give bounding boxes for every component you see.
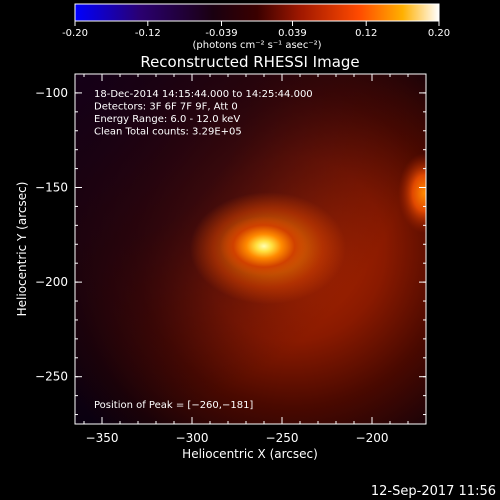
colorbar-tick-label: -0.039 xyxy=(205,28,237,39)
colorbar: -0.20 -0.12 -0.039 0.039 0.12 0.20 (photons c… xyxy=(62,3,450,51)
x-axis-title: Heliocentric X (arcsec) xyxy=(182,447,318,461)
info-line: Detectors: 3F 6F 7F 9F, Att 0 xyxy=(94,102,238,113)
info-block: 18-Dec-2014 14:15:44.000 to 14:25:44.000… xyxy=(94,89,313,138)
y-tick-label: −150 xyxy=(35,181,68,195)
y-axis: −100 −150 −200 −250 xyxy=(35,73,426,416)
y-tick-label: −250 xyxy=(35,370,68,384)
x-tick-label: −250 xyxy=(266,431,299,445)
colorbar-tick-label: 0.12 xyxy=(355,28,377,39)
heatmap-image xyxy=(75,74,426,424)
y-tick-label: −200 xyxy=(35,275,68,289)
x-tick-label: −200 xyxy=(356,431,389,445)
y-axis-title: Heliocentric Y (arcsec) xyxy=(15,182,29,317)
colorbar-ticks: -0.20 -0.12 -0.039 0.039 0.12 0.20 xyxy=(62,21,450,39)
colorbar-tick-label: 0.039 xyxy=(278,28,307,39)
flare-source xyxy=(220,216,308,277)
peak-position-label: Position of Peak = [−260,−181] xyxy=(94,400,253,411)
footer-timestamp: 12-Sep-2017 11:56 xyxy=(371,484,496,499)
plot-frame xyxy=(74,73,427,425)
colorbar-tick-label: -0.12 xyxy=(135,28,161,39)
y-tick-label: −100 xyxy=(35,86,68,100)
x-tick-label: −350 xyxy=(86,431,119,445)
colorbar-gradient xyxy=(74,3,440,22)
colorbar-unit-label: (photons cm⁻² s⁻¹ asec⁻²) xyxy=(192,40,321,51)
x-tick-label: −300 xyxy=(176,431,209,445)
x-axis: −350 −300 −250 −200 xyxy=(83,74,427,445)
info-line: Clean Total counts: 3.29E+05 xyxy=(94,127,242,138)
chart-title: Reconstructed RHESSI Image xyxy=(140,53,359,71)
info-line: Energy Range: 6.0 - 12.0 keV xyxy=(94,114,240,125)
colorbar-tick-label: -0.20 xyxy=(62,28,88,39)
colorbar-tick-label: 0.20 xyxy=(428,28,450,39)
info-line: 18-Dec-2014 14:15:44.000 to 14:25:44.000 xyxy=(94,89,313,100)
edge-source xyxy=(398,153,426,234)
